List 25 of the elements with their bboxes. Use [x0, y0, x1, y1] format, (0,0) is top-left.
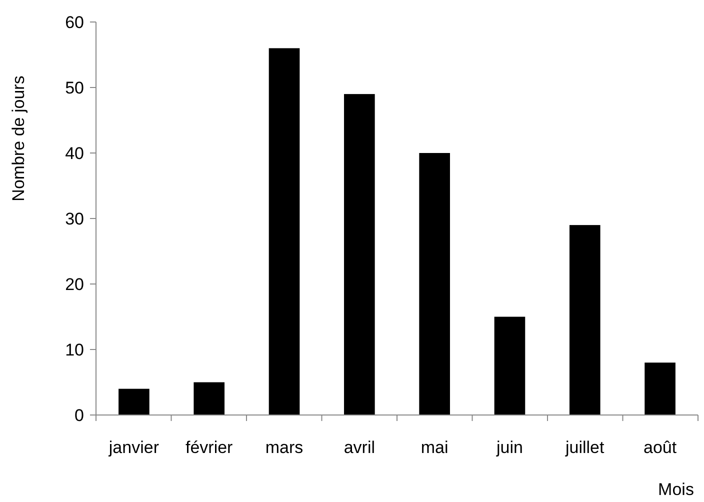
y-tick-label: 60 [65, 12, 84, 32]
bar [494, 316, 526, 415]
bar [644, 362, 676, 415]
x-tick-label: août [644, 438, 677, 457]
x-tick-label: juillet [564, 438, 605, 457]
y-axis-title: Nombre de jours [9, 76, 28, 202]
bar [194, 382, 225, 415]
bar [344, 94, 375, 415]
x-axis-title: Mois [658, 480, 694, 499]
y-tick-label: 30 [65, 209, 84, 228]
bar [118, 388, 150, 415]
y-tick-label: 10 [65, 340, 84, 360]
y-tick-label: 40 [65, 144, 84, 163]
x-tick-label: janvier [108, 438, 160, 457]
y-tick-label: 0 [74, 406, 84, 425]
bar [419, 153, 450, 415]
bar [268, 48, 300, 415]
y-tick-label: 50 [65, 78, 84, 98]
x-tick-label: mai [420, 438, 448, 457]
x-tick-label: mars [265, 438, 304, 457]
x-tick-label: février [185, 438, 234, 457]
y-tick-label: 20 [65, 274, 84, 294]
bar [569, 225, 600, 415]
x-tick-label: juin [496, 438, 523, 457]
x-tick-label: avril [344, 438, 376, 457]
